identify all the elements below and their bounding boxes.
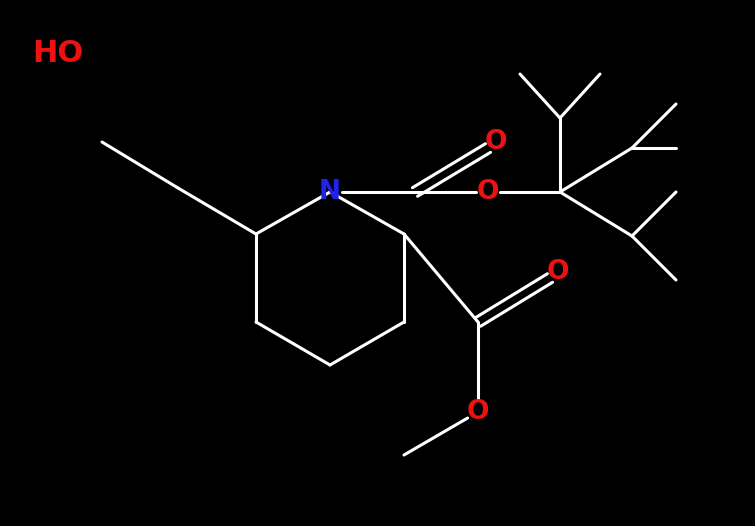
Text: N: N — [319, 179, 341, 205]
Text: O: O — [476, 179, 499, 205]
Text: HO: HO — [32, 38, 84, 67]
Text: O: O — [467, 399, 489, 425]
Text: O: O — [485, 129, 507, 155]
Text: O: O — [547, 259, 569, 285]
